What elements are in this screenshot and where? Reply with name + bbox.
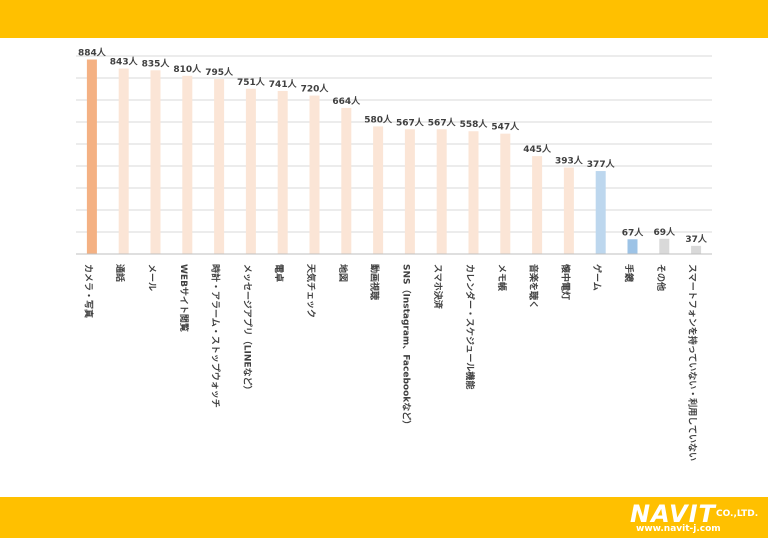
bar	[245, 88, 256, 254]
bottom-banner	[0, 497, 768, 538]
category-label: 時計・アラーム・ストップウォッチ	[210, 264, 222, 408]
bar-value-label: 567人	[396, 116, 425, 128]
chart-bars	[86, 59, 702, 254]
bar	[691, 245, 702, 254]
category-label: スマホ決済	[432, 264, 444, 310]
bar	[277, 90, 288, 254]
bar	[659, 238, 670, 254]
category-label: SNS（Instagram、Facebookなど）	[400, 264, 412, 429]
category-label: ゲーム	[591, 264, 603, 291]
bar	[86, 59, 97, 254]
bar	[214, 79, 225, 254]
category-label: 通話	[114, 264, 126, 282]
bar-value-label: 884人	[78, 47, 107, 59]
category-label: 地図	[337, 264, 349, 282]
category-label: 電卓	[273, 264, 285, 282]
chart-gridlines	[76, 55, 712, 233]
category-label: メモ帳	[496, 264, 508, 291]
bar-value-label: 547人	[491, 121, 520, 133]
bar	[436, 129, 447, 254]
category-label: カレンダー・スケジュール機能	[464, 264, 476, 389]
logo-name: NAVIT	[630, 500, 716, 528]
top-banner	[0, 0, 768, 38]
chart-category-labels: カメラ・写真 通話 メール WEBサイト閲覧 時計・アラーム・ストップウォッチ メッセージ…	[82, 263, 698, 461]
logo-url: www.navit-j.com	[636, 524, 721, 534]
bar	[627, 239, 638, 254]
bar-value-label: 67人	[622, 226, 645, 238]
logo-suffix: CO.,LTD.	[716, 509, 759, 519]
company-logo: NAVIT CO.,LTD. www.navit-j.com	[630, 502, 764, 536]
bar-value-label: 37人	[685, 233, 708, 245]
bar-value-label: 741人	[269, 78, 298, 90]
bar-value-label: 567人	[428, 116, 457, 128]
category-label: 音楽を聴く	[528, 264, 540, 309]
bar	[118, 68, 129, 254]
bar-value-label: 69人	[654, 226, 677, 238]
bar	[182, 75, 193, 254]
category-label: 動画視聴	[369, 264, 381, 300]
bar	[595, 171, 606, 254]
bar-value-label: 751人	[237, 76, 266, 88]
bar-value-label: 445人	[523, 143, 552, 155]
bar	[468, 131, 479, 254]
category-label: 手鏡	[623, 264, 635, 282]
bar-value-label: 843人	[110, 56, 139, 68]
bar	[309, 95, 320, 254]
bar-value-label: 835人	[142, 57, 171, 69]
bar-value-label: 393人	[555, 155, 584, 167]
bar	[563, 167, 574, 254]
bar-value-label: 580人	[364, 113, 393, 125]
bar-value-label: 377人	[587, 158, 616, 170]
category-label: メッセージアプリ（LINEなど）	[241, 264, 253, 395]
bar	[404, 129, 415, 254]
bar	[341, 107, 352, 254]
bar-value-label: 664人	[332, 95, 361, 107]
category-label: カメラ・写真	[82, 264, 94, 318]
category-label: 懐中電灯	[559, 263, 571, 300]
category-label: WEBサイト閲覧	[178, 264, 190, 332]
bar	[150, 70, 161, 254]
bar-value-label: 720人	[301, 83, 330, 95]
bar	[500, 133, 511, 254]
bar-value-label: 558人	[460, 118, 489, 130]
bar	[373, 126, 384, 254]
bar	[532, 156, 543, 254]
bar-value-label: 795人	[205, 66, 234, 78]
category-label: スマートフォンを持っていない・利用していない	[687, 264, 699, 461]
category-label: その他	[655, 264, 667, 291]
category-label: 天気チェック	[305, 264, 317, 318]
category-label: メール	[146, 264, 157, 291]
bar-value-label: 810人	[173, 63, 202, 75]
